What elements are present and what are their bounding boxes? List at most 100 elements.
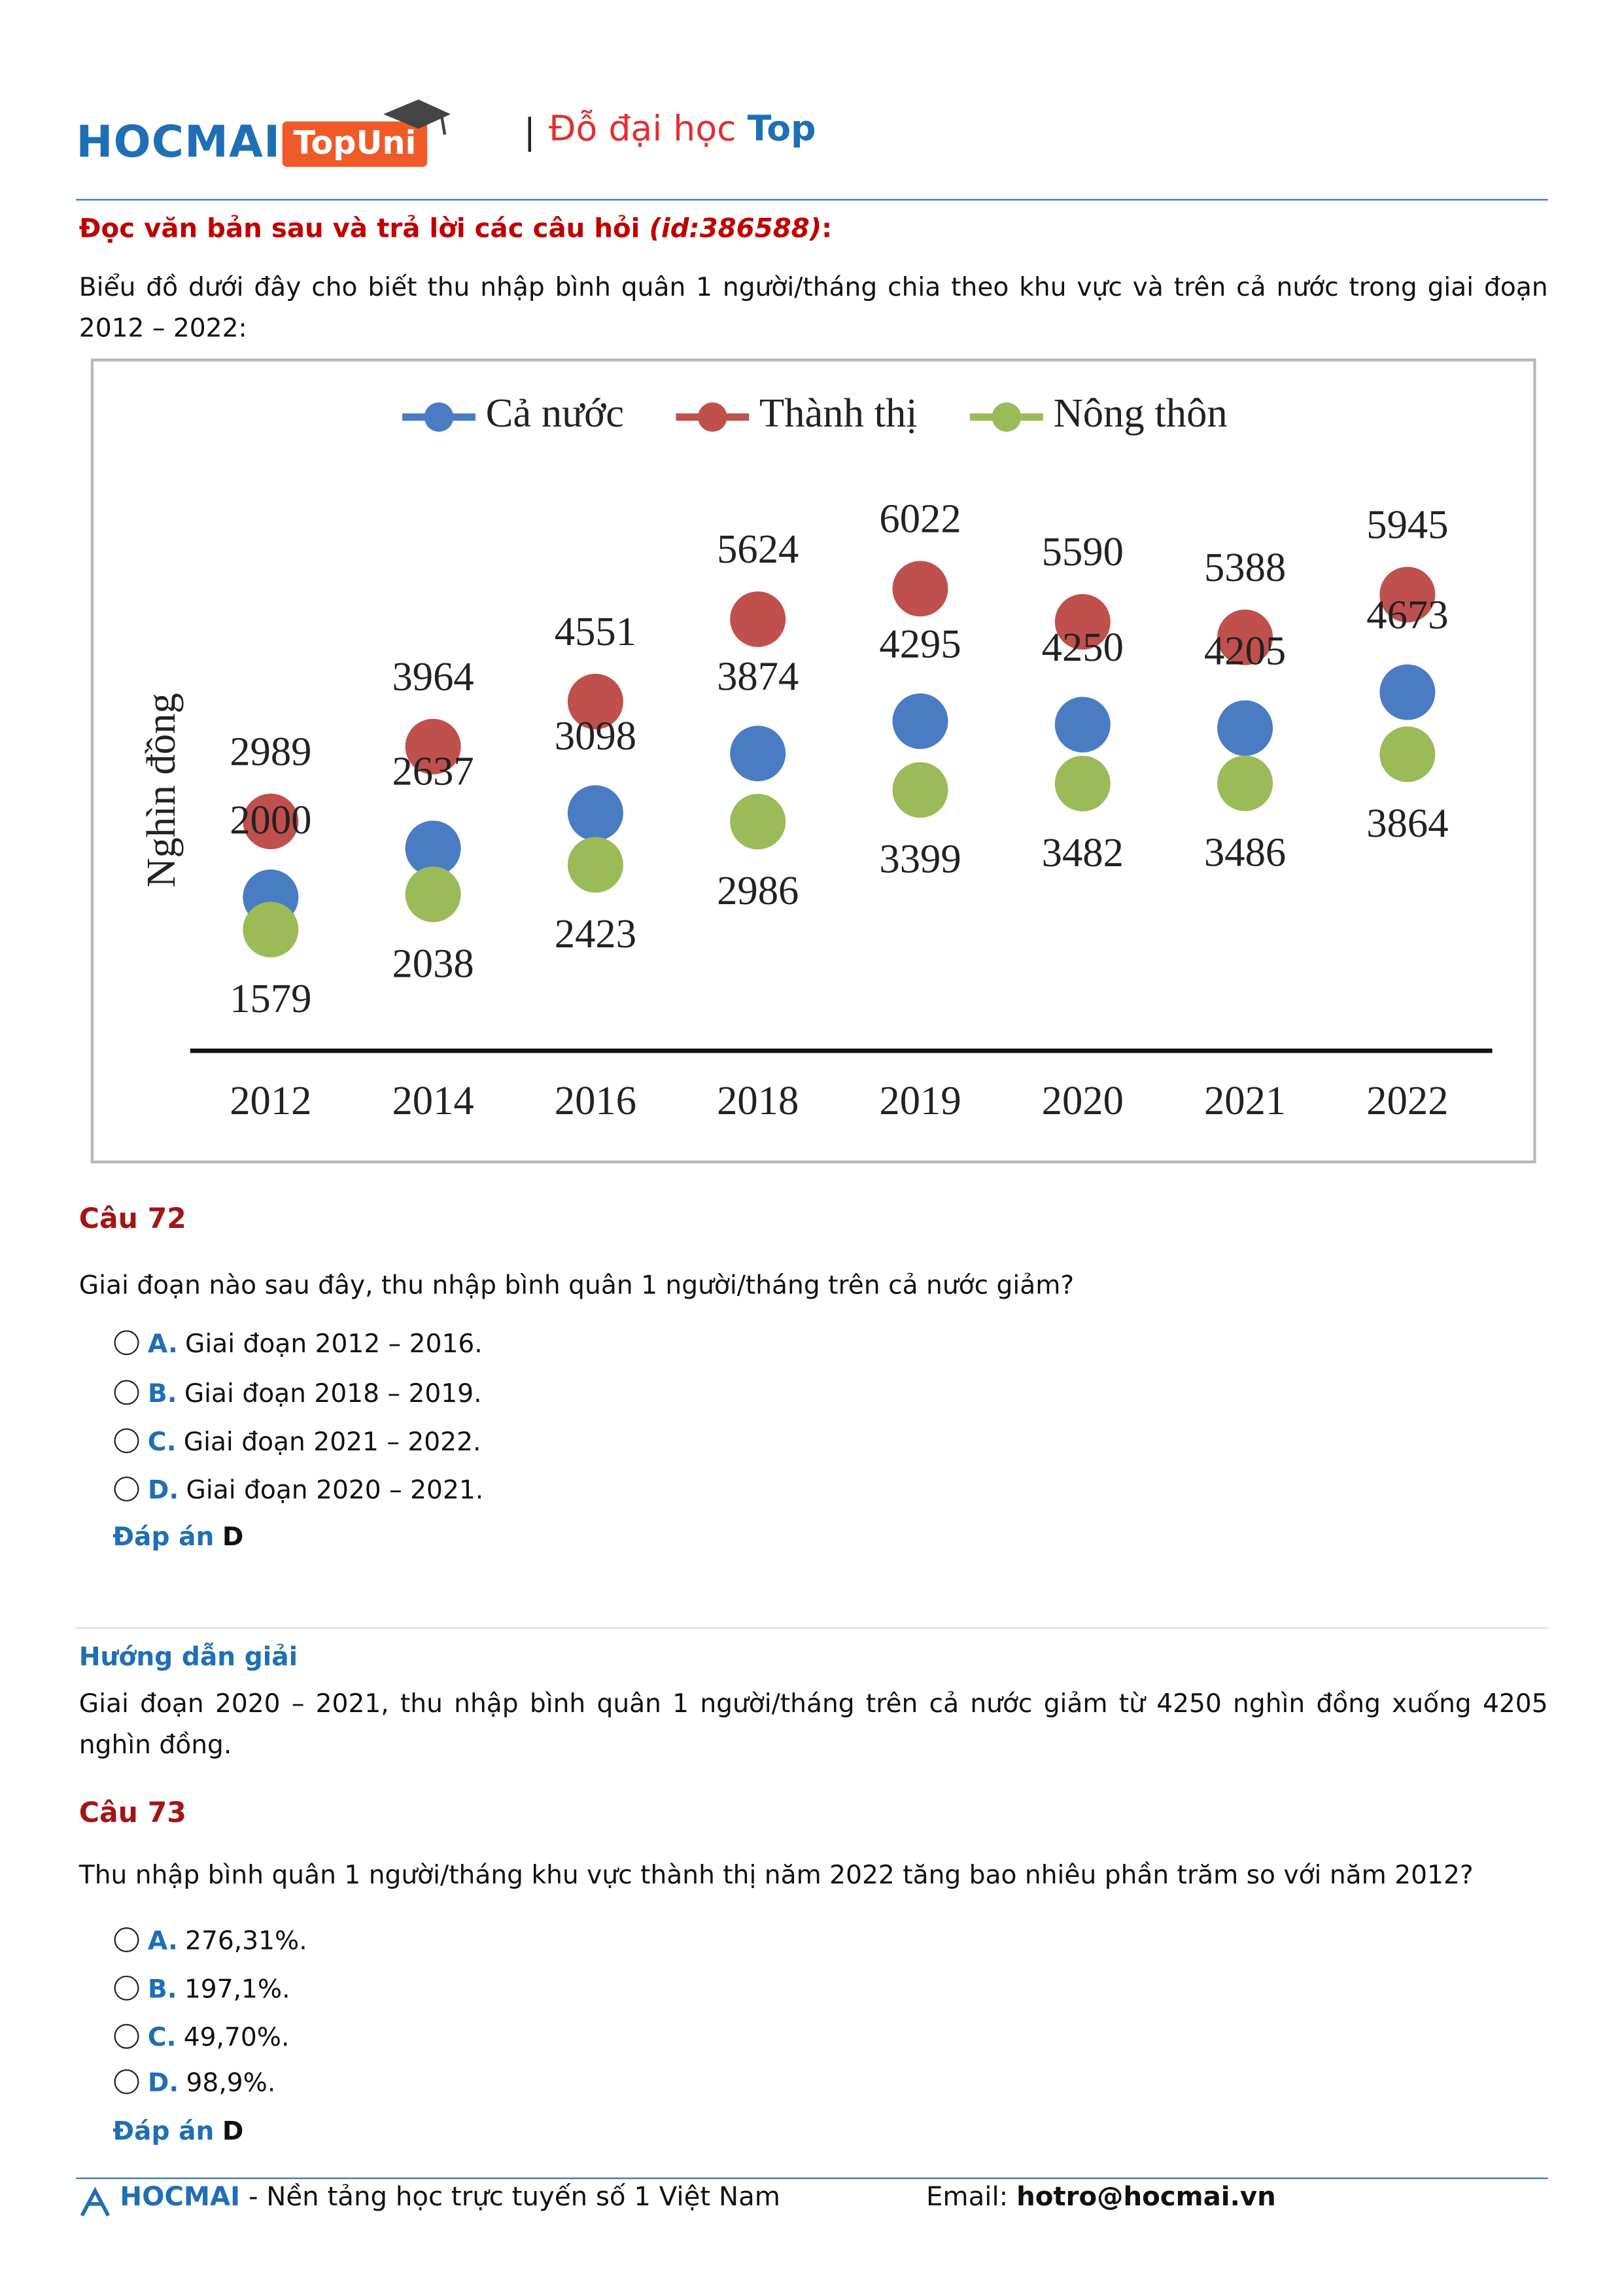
option-letter: B. (147, 1975, 177, 2005)
data-label: 3964 (392, 654, 474, 699)
option-radio (114, 1927, 139, 1953)
footer-left: HOCMAI - Nền tảng học trực tuyến số 1 Vi… (120, 2182, 780, 2213)
y-axis-label: Nghìn đồng (138, 693, 184, 887)
brand: HOCMAI (76, 116, 281, 169)
data-label: 3874 (717, 653, 799, 699)
data-label: 5624 (717, 526, 799, 572)
option-radio (114, 1330, 139, 1356)
footer-icon (80, 2186, 111, 2216)
data-label: 4250 (1042, 624, 1124, 670)
option: D. Giai đoạn 2020 – 2021. (114, 1477, 483, 1506)
data-point (243, 902, 299, 958)
solution-text: Giai đoạn 2020 – 2021, thu nhập bình quâ… (78, 1690, 1548, 1761)
data-label: 3486 (1204, 829, 1286, 875)
data-point (1054, 697, 1111, 753)
legend-marker (424, 402, 454, 432)
legend-marker (698, 402, 727, 432)
question-title: Câu 72 (78, 1202, 186, 1235)
data-point (567, 837, 623, 893)
data-point (892, 561, 948, 617)
option-letter: D. (147, 2069, 179, 2099)
footer-email-label: Email: (925, 2182, 1009, 2213)
slogan: Đỗ đại học Top (549, 109, 816, 150)
data-label: 1579 (230, 975, 311, 1021)
data-point (1054, 756, 1111, 812)
option-letter: C. (147, 1428, 177, 1458)
data-label: 2986 (717, 867, 799, 913)
x-tick-label: 2016 (555, 1077, 636, 1123)
solution-heading: Hướng dẫn giải (78, 1643, 298, 1673)
x-tick-label: 2019 (879, 1077, 961, 1123)
x-tick-label: 2018 (717, 1077, 799, 1123)
option-text: Giai đoạn 2021 – 2022. (183, 1428, 481, 1458)
option-letter: B. (147, 1380, 177, 1410)
option-radio (114, 1428, 139, 1454)
instruction-colon: : (821, 213, 833, 245)
answer: Đáp án D (112, 1524, 243, 1553)
footer-right: Email: hotro@hocmai.vn (926, 2182, 1276, 2213)
x-tick-label: 2021 (1204, 1077, 1286, 1123)
option-letter: C. (147, 2023, 177, 2054)
question-title: Câu 73 (78, 1796, 186, 1830)
footer-email: hotro@hocmai.vn (1016, 2182, 1276, 2213)
footer-brand: HOCMAI (120, 2182, 241, 2213)
legend-label: Thành thị (759, 390, 918, 436)
data-point (1379, 664, 1436, 720)
data-point (1217, 700, 1273, 756)
option-text: Giai đoạn 2020 – 2021. (186, 1477, 484, 1506)
badge: TopUni (282, 121, 428, 167)
option-text: 197,1%. (184, 1975, 290, 2005)
data-point (730, 794, 786, 850)
data-label: 2038 (392, 940, 474, 986)
data-point (892, 693, 948, 749)
option: C. Giai đoạn 2021 – 2022. (114, 1428, 481, 1458)
data-point (1054, 594, 1111, 650)
data-point (567, 673, 623, 729)
answer: Đáp án D (112, 2118, 243, 2147)
option: A. 276,31%. (114, 1927, 307, 1957)
option-text: 276,31%. (185, 1927, 307, 1957)
data-label: 2000 (230, 797, 311, 843)
data-point (405, 820, 461, 877)
option-text: 98,9%. (186, 2069, 276, 2099)
cap-icon (383, 99, 451, 135)
data-label: 4551 (555, 608, 636, 654)
intro: Biểu đồ dưới đây cho biết thu nhập bình … (78, 273, 1548, 344)
header-rule (76, 199, 1548, 201)
option: B. 197,1%. (114, 1975, 290, 2005)
separator: | (523, 111, 536, 152)
section-rule (76, 1627, 1548, 1629)
option: A. Giai đoạn 2012 – 2016. (114, 1330, 483, 1360)
legend-label: Cả nước (486, 390, 624, 436)
option-text: 49,70%. (183, 2023, 290, 2054)
data-label: 5945 (1366, 502, 1448, 548)
question-text: Thu nhập bình quân 1 người/tháng khu vực… (78, 1861, 1474, 1891)
data-point (1379, 726, 1436, 782)
data-label: 3864 (1366, 800, 1448, 846)
data-label: 5590 (1042, 529, 1124, 574)
option: B. Giai đoạn 2018 – 2019. (114, 1380, 482, 1410)
instruction-text: Đọc văn bản sau và trả lời các câu hỏi (78, 213, 640, 245)
x-tick-label: 2022 (1366, 1077, 1448, 1123)
data-point (567, 785, 623, 841)
option: D. 98,9%. (114, 2069, 275, 2099)
data-point (1217, 755, 1273, 811)
question-text: Giai đoạn nào sau đây, thu nhập bình quâ… (78, 1271, 1075, 1301)
data-label: 3399 (879, 836, 961, 882)
option-letter: A. (147, 1330, 178, 1360)
option-letter: D. (147, 1477, 179, 1506)
chart: Nghìn đồng 2012 2014 2016 2018 2019 2020 2021 2… (90, 359, 1536, 1164)
data-label: 4295 (879, 621, 961, 667)
slogan-text: Đỗ đại học (548, 108, 736, 150)
slogan-highlight: Top (747, 108, 816, 150)
data-label: 2989 (230, 728, 311, 774)
data-point (1379, 567, 1436, 623)
data-label: 4673 (1366, 592, 1448, 638)
data-label: 5388 (1204, 544, 1286, 590)
data-label: 2423 (555, 911, 636, 956)
chart-frame (90, 359, 1536, 1164)
option-radio (114, 1975, 139, 2001)
data-point (730, 591, 786, 648)
option-text: Giai đoạn 2018 – 2019. (184, 1380, 482, 1410)
